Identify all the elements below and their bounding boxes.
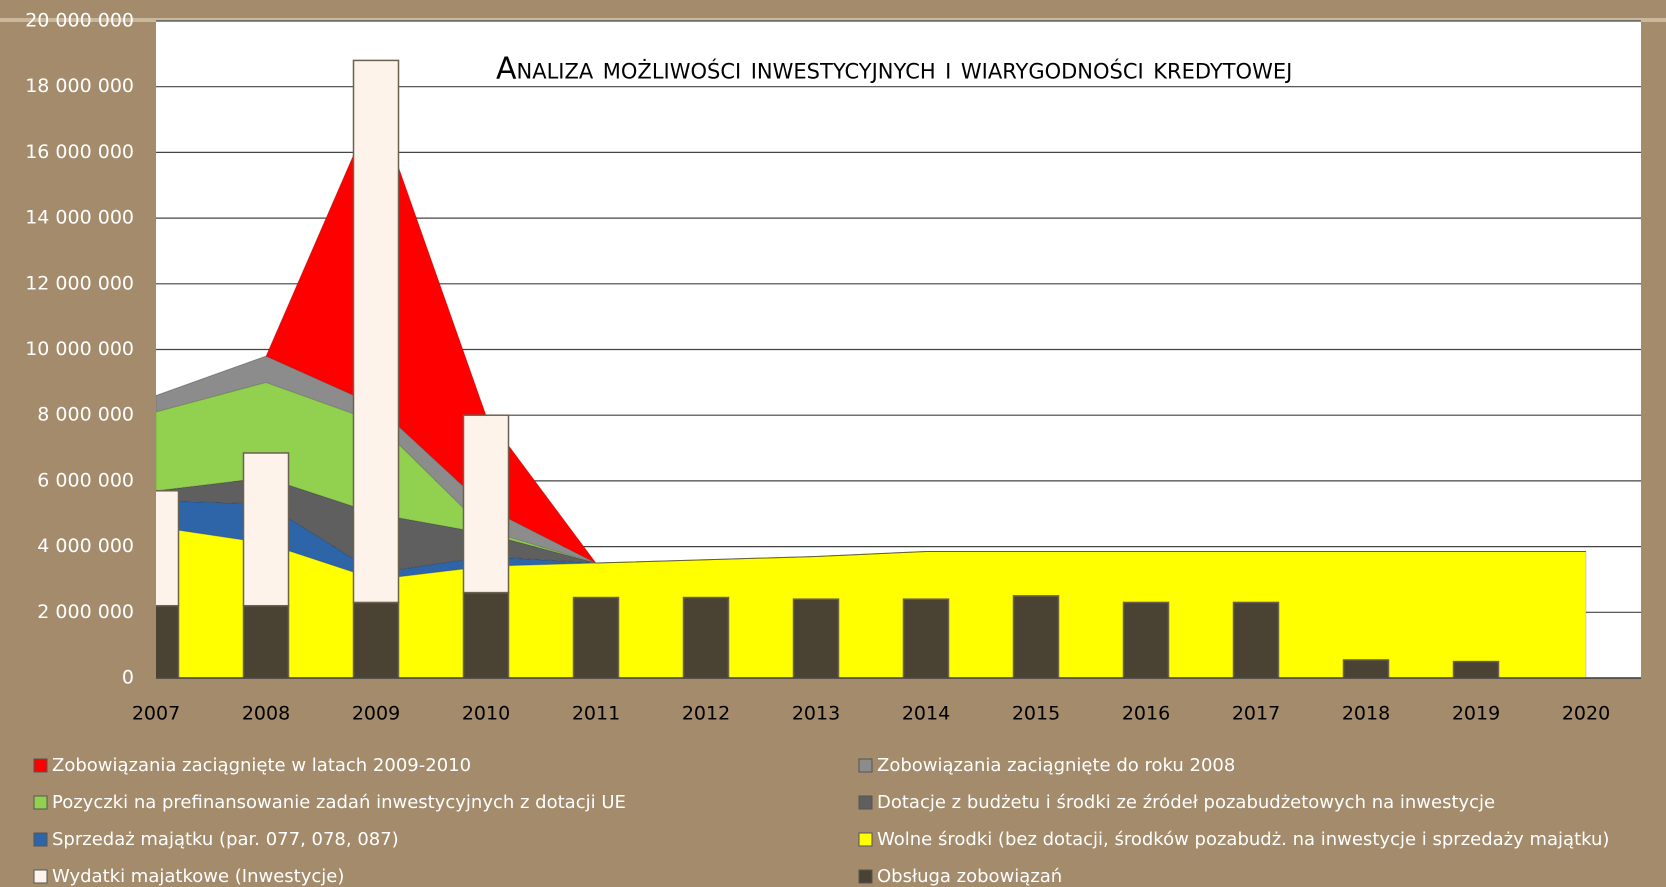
area (156, 381, 1586, 564)
legend-swatch (33, 795, 48, 810)
legend-label: Wolne środki (bez dotacji, środków pozab… (877, 829, 1609, 850)
x-tick-label: 2013 (792, 703, 840, 725)
legend-label: Obsługa zobowiązań (877, 866, 1062, 887)
top-border (0, 18, 1666, 22)
x-tick-label: 2012 (682, 703, 730, 725)
y-tick-label: 0 (122, 667, 134, 689)
area (156, 500, 1586, 580)
y-tick-label: 18 000 000 (25, 75, 134, 97)
legend-label: Wydatki majatkowe (Inwestycje) (52, 866, 344, 887)
bar (242, 604, 290, 678)
x-tick-label: 2010 (462, 703, 510, 725)
x-tick-label: 2014 (902, 703, 950, 725)
bar (902, 598, 950, 678)
plot (156, 59, 1587, 678)
y-tick-label: 2 000 000 (37, 601, 134, 623)
y-tick-label: 20 000 000 (25, 10, 134, 32)
bar (792, 598, 840, 678)
legend-swatch (33, 832, 48, 847)
legend-label: Zobowiązania zaciągnięte w latach 2009-2… (52, 755, 471, 776)
y-tick-label: 10 000 000 (25, 338, 134, 360)
legend-label: Pozyczki na prefinansowanie zadań inwest… (52, 792, 626, 813)
legend-swatch (33, 758, 48, 773)
y-tick-label: 6 000 000 (37, 469, 134, 491)
bar (156, 604, 180, 678)
x-tick-label: 2007 (132, 703, 180, 725)
x-tick-label: 2018 (1342, 703, 1390, 725)
bar (352, 59, 400, 604)
bar (156, 490, 180, 607)
y-tick-label: 8 000 000 (37, 404, 134, 426)
x-tick-label: 2019 (1452, 703, 1500, 725)
legend-swatch (858, 795, 873, 810)
x-tick-label: 2016 (1122, 703, 1170, 725)
chart-title: Analiza możliwości inwestycyjnych i wiar… (496, 52, 1292, 87)
y-tick-label: 16 000 000 (25, 141, 134, 163)
x-tick-label: 2017 (1232, 703, 1280, 725)
axes: 0 2 000 000 4 000 000 6 000 000 8 000 000 10 … (25, 10, 1641, 887)
legend-swatch (858, 869, 873, 884)
bar (1342, 659, 1390, 678)
bar (1012, 595, 1060, 678)
y-tick-label: 14 000 000 (25, 207, 134, 229)
area (156, 477, 1586, 574)
x-tick-label: 2020 (1562, 703, 1610, 725)
bar (1232, 601, 1280, 678)
legend-label: Dotacje z budżetu i środki ze źródeł poz… (877, 792, 1495, 813)
legend-swatch (858, 758, 873, 773)
x-tick-label: 2011 (572, 703, 620, 725)
legend-label: Zobowiązania zaciągnięte do roku 2008 (877, 755, 1235, 776)
y-tick-label: 4 000 000 (37, 535, 134, 557)
legend-swatch (33, 869, 48, 884)
y-tick-label: 12 000 000 (25, 272, 134, 294)
area (156, 526, 1587, 678)
area (156, 355, 1586, 564)
bar (682, 596, 730, 678)
bar (1122, 601, 1170, 678)
area (156, 101, 1586, 564)
x-tick-label: 2015 (1012, 703, 1060, 725)
bar (1452, 660, 1500, 678)
bar (572, 596, 620, 678)
x-tick-label: 2008 (242, 703, 290, 725)
legend-swatch (858, 832, 873, 847)
legend-label: Sprzedaż majątku (par. 077, 078, 087) (52, 829, 399, 850)
x-tick-label: 2009 (352, 703, 400, 725)
bar (462, 414, 510, 594)
bar (462, 591, 510, 678)
bar (352, 601, 400, 678)
bar (242, 452, 290, 607)
